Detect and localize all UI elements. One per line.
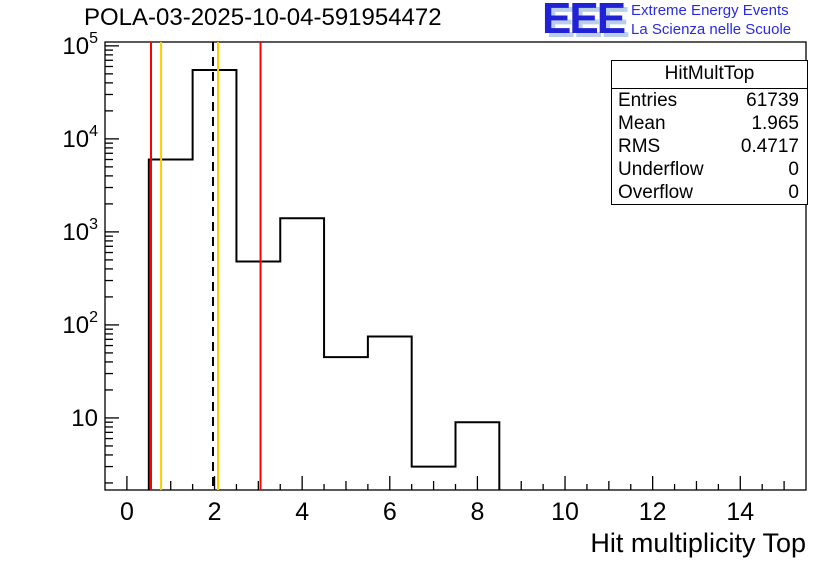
svg-text:8: 8 (470, 498, 484, 526)
x-axis-title: Hit multiplicity Top (590, 528, 806, 558)
stats-label: RMS (618, 136, 661, 157)
y-axis-labels: 10 102 103 104 105 (62, 30, 98, 432)
svg-text:105: 105 (62, 30, 98, 60)
stats-row-mean: Mean 1.965 (612, 112, 807, 135)
stats-value: 61739 (746, 90, 799, 111)
stats-value: 1.965 (751, 113, 799, 134)
y-axis-ticks (105, 45, 119, 484)
histogram-line (147, 69, 501, 490)
stats-value: 0 (788, 182, 799, 203)
stats-row-entries: Entries 61739 (612, 89, 807, 112)
svg-text:6: 6 (383, 498, 397, 526)
svg-text:2: 2 (208, 498, 222, 526)
svg-text:12: 12 (639, 498, 667, 526)
stats-row-overflow: Overflow 0 (612, 181, 807, 204)
stats-label: Entries (618, 90, 678, 111)
stats-value: 0.4717 (740, 136, 799, 157)
stats-value: 0 (788, 159, 799, 180)
x-axis-labels: 0 2 4 6 8 10 12 14 (120, 498, 754, 526)
svg-text:10: 10 (71, 405, 98, 432)
svg-text:14: 14 (726, 498, 754, 526)
stats-row-underflow: Underflow 0 (612, 158, 807, 181)
svg-text:0: 0 (120, 498, 134, 526)
stats-row-rms: RMS 0.4717 (612, 135, 807, 158)
stats-label: Underflow (618, 159, 704, 180)
eee-logo-subtitle: Extreme Energy Events La Scienza nelle S… (631, 1, 791, 40)
eee-logo: EEE Extreme Energy Events La Scienza nel… (542, 0, 791, 43)
stats-label: Overflow (618, 182, 693, 203)
plot-title: POLA-03-2025-10-04-591954472 (84, 4, 442, 31)
svg-text:10: 10 (551, 498, 579, 526)
svg-text:103: 103 (62, 216, 98, 246)
svg-text:104: 104 (62, 123, 98, 153)
x-axis-ticks (126, 476, 785, 490)
svg-text:4: 4 (295, 498, 309, 526)
eee-logo-line1: Extreme Energy Events (631, 2, 789, 19)
stats-label: Mean (618, 113, 666, 134)
eee-logo-line2: La Scienza nelle Scuole (631, 20, 792, 38)
svg-text:102: 102 (62, 309, 98, 339)
eee-logo-text: EEE (542, 0, 626, 43)
stats-box: HitMultTop Entries 61739 Mean 1.965 RMS … (611, 60, 808, 205)
stats-title: HitMultTop (612, 61, 807, 89)
